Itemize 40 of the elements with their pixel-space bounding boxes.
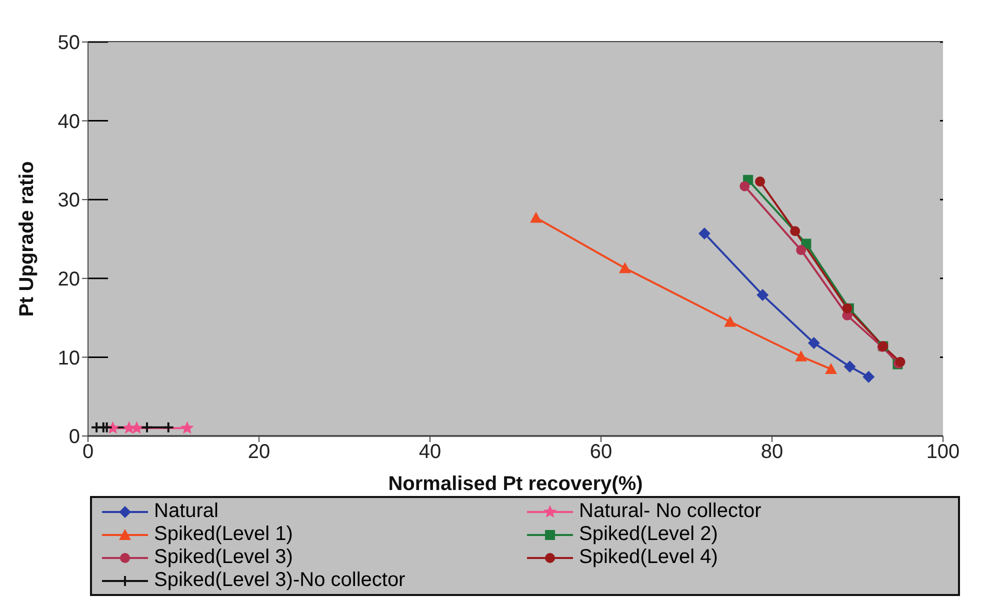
point [824,363,837,374]
legend-label: Spiked(Level 1) [154,523,293,546]
x-tick-label: 0 [82,441,94,464]
x-tick-label: 60 [590,441,612,464]
point [724,316,736,327]
point [756,288,769,301]
point [162,421,174,434]
point [130,421,144,434]
point [790,226,800,236]
legend-label: Spiked(Level 2) [579,523,718,546]
y-tick-label: 10 [58,347,80,370]
point [140,421,153,434]
x-axis-title: Normalised Pt recovery(%) [388,473,643,495]
x-tick-label: 40 [418,441,442,464]
y-tick-label: 20 [58,268,80,290]
y-tick-label: 30 [58,190,80,212]
point [844,360,856,373]
legend-label: Spiked(Level 4) [579,546,718,569]
point [808,337,820,350]
legend-label: Natural- No collector [579,500,762,523]
legend-label: Natural [154,500,218,523]
point [698,227,710,240]
point [755,176,766,186]
point [795,350,808,362]
point [618,262,631,274]
point [100,421,113,434]
point [530,212,542,223]
point [796,245,806,256]
y-tick-label: 40 [58,110,80,133]
x-tick-label: 20 [248,441,270,464]
legend-label: Spiked(Level 3) [154,546,293,569]
x-tick-label: 100 [926,441,960,464]
point [862,370,875,383]
x-tick-label: 80 [760,441,784,464]
y-tick-label: 50 [58,32,80,54]
legend-label: Spiked(Level 3)-No collector [154,569,406,592]
point [180,421,194,434]
point [740,181,750,192]
y-axis-title: Pt Upgrade ratio [16,161,38,317]
y-tick-label: 0 [68,426,80,448]
